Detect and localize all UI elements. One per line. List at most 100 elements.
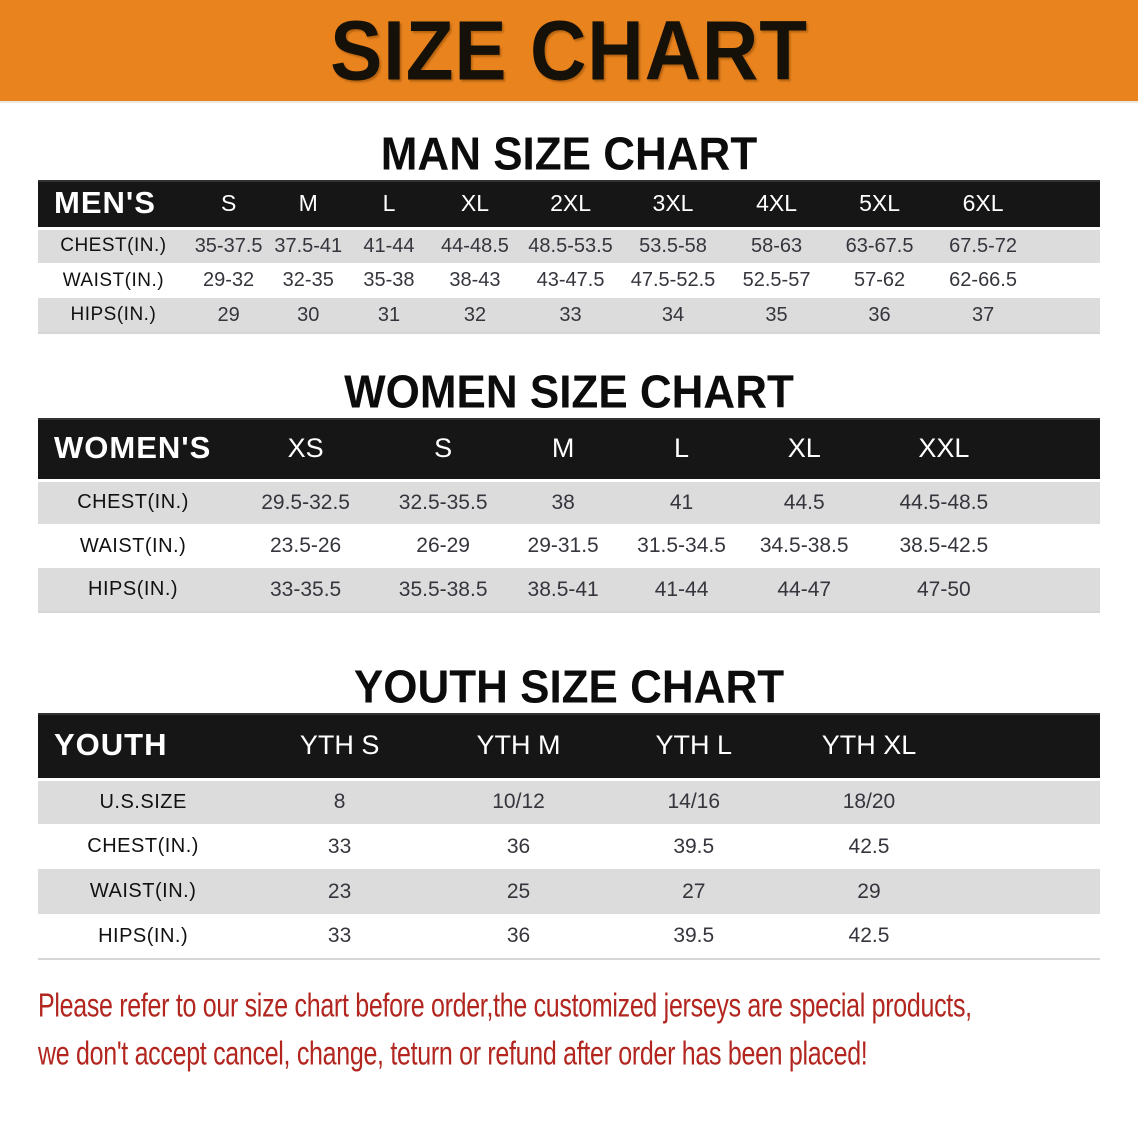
measurement-row: U.S.SIZE 8 10/12 14/16 18/20 [38,777,1100,824]
measurement-value: 33-35.5 [228,568,384,612]
measurement-value: 37.5-41 [268,226,349,263]
measurement-value: 33 [327,834,352,858]
row-spacer [1019,568,1100,612]
measurement-value: 18/20 [781,777,957,824]
measurement-value: 35.5-38.5 [383,568,504,612]
measurement-value: 38 [503,478,624,524]
row-spacer [956,869,1100,914]
measurement-value: 57-62 [853,269,906,291]
measurement-value: 47.5-52.5 [630,269,716,291]
measurement-value: 36 [506,924,531,947]
size-column-header: L [348,180,430,228]
size-column-header: 2XL [520,180,621,228]
measurement-value: 23.5-26 [270,534,342,557]
men-size-table: MEN'S S M L XL 2XL 3XL 4XL 5XL 6XL CHEST(IN.) 35-37… [38,180,1100,334]
measurement-value: 36 [506,834,531,858]
row-label: U.S.SIZE [38,777,249,824]
measurement-value: 10/12 [430,777,607,824]
size-column-header: XXL [868,418,1020,480]
measurement-value: 38.5-42.5 [899,534,989,557]
table-corner-label: WOMEN'S [38,418,229,480]
measurement-value: 38-43 [449,269,501,291]
measurement-value: 29.5-32.5 [228,478,384,524]
row-label: WAIST(IN.) [79,534,187,557]
measurement-value: 44.5-48.5 [868,478,1020,524]
measurement-value: 31 [348,298,430,333]
size-column-header: M [268,180,349,228]
row-spacer [1019,478,1100,524]
measurement-row: CHEST(IN.) 29.5-32.5 32.5-35.5 38 41 44.5 44.5… [38,478,1100,524]
measurement-value: 39.5 [673,834,715,858]
measurement-value: 62-66.5 [949,269,1017,291]
measurement-value: 67.5-72 [931,226,1036,263]
size-header-row: MEN'S S M L XL 2XL 3XL 4XL 5XL 6XL [38,180,1100,228]
measurement-value: 42.5 [848,924,890,947]
measurement-value: 32-35 [282,269,334,291]
measurement-value: 34.5-38.5 [759,534,849,557]
row-label: CHEST(IN.) [87,835,199,857]
disclaimer-line-2: we don't accept cancel, change, teturn o… [38,1035,868,1073]
row-spacer [956,777,1100,824]
row-spacer [1035,263,1100,298]
row-spacer [1035,298,1100,333]
table-corner-label: MEN'S [38,180,189,228]
measurement-value: 41-44 [623,568,740,612]
size-column-header: S [188,180,269,228]
women-section-heading: WOMEN SIZE CHART [344,366,794,419]
measurement-value: 25 [430,869,607,914]
measurement-value: 27 [606,869,782,914]
measurement-row: HIPS(IN.) 29 30 31 32 33 34 35 36 37 [38,298,1100,333]
measurement-value: 35-37.5 [188,226,269,263]
measurement-value: 8 [248,777,431,824]
size-column-header: YTH L [606,713,782,779]
size-column-header: YTH S [248,713,431,779]
measurement-value: 48.5-53.5 [520,226,621,263]
measurement-value: 30 [268,298,349,333]
size-column-header: XL [429,180,521,228]
measurement-value: 33 [327,924,352,947]
measurement-value: 44.5 [739,478,869,524]
measurement-value: 31.5-34.5 [637,534,726,557]
size-column-header: S [383,418,504,480]
measurement-value: 35-38 [363,269,415,291]
banner: SIZE CHART [0,0,1138,103]
row-label: HIPS(IN.) [98,924,189,947]
youth-size-table: YOUTH YTH S YTH M YTH L YTH XL U.S.SIZE 8 10/12… [38,713,1100,960]
men-section-heading: MAN SIZE CHART [380,128,758,181]
disclaimer-line-1: Please refer to our size chart before or… [38,987,972,1025]
row-label: WAIST(IN.) [38,869,249,914]
measurement-row: WAIST(IN.) 23 25 27 29 [38,869,1100,914]
header-spacer [956,713,1100,779]
row-spacer [957,914,1100,959]
measurement-value: 43-47.5 [536,269,605,291]
measurement-value: 41 [623,478,740,524]
banner-title: SIZE CHART [330,3,808,98]
measurement-value: 14/16 [606,777,782,824]
measurement-row: HIPS(IN.) 33 36 39.5 42.5 [38,914,1100,959]
measurement-value: 26-29 [416,534,470,557]
size-column-header: 4XL [725,180,829,228]
youth-section-heading: YOUTH SIZE CHART [353,661,785,714]
measurement-value: 41-44 [348,226,430,263]
table-corner-label: YOUTH [38,713,249,779]
size-column-header: L [623,418,740,480]
measurement-value: 34 [620,298,726,333]
measurement-value: 32 [429,298,521,333]
measurement-row: WAIST(IN.) 23.5-26 26-29 29-31.5 31.5-34.5 34… [38,524,1100,568]
measurement-value: 33 [520,298,621,333]
measurement-value: 44-48.5 [429,226,521,263]
row-label: WAIST(IN.) [62,269,165,291]
measurement-row: CHEST(IN.) 35-37.5 37.5-41 41-44 44-48.5 48.5… [38,226,1100,263]
row-label: HIPS(IN.) [38,298,189,333]
size-column-header: 3XL [620,180,726,228]
size-column-header: 5XL [828,180,932,228]
measurement-value: 29-32 [203,269,255,291]
measurement-value: 23 [248,869,431,914]
header-spacer [1035,180,1100,228]
row-spacer [1019,524,1100,568]
measurement-value: 63-67.5 [828,226,932,263]
row-label: HIPS(IN.) [38,568,229,612]
row-label: CHEST(IN.) [38,478,229,524]
measurement-value: 58-63 [725,226,829,263]
